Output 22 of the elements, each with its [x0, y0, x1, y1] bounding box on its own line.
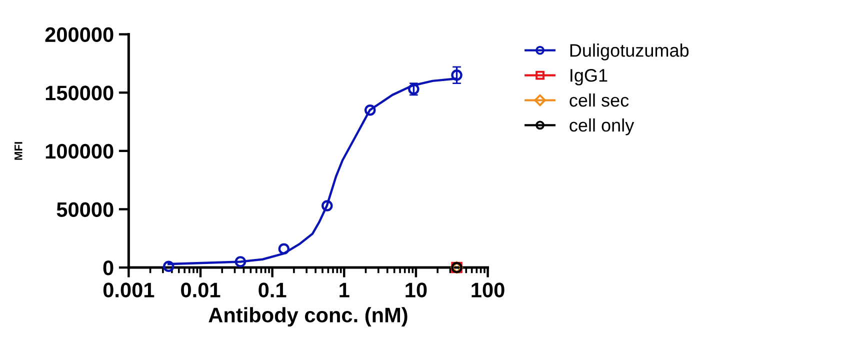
x-tick-label: 0.01: [181, 282, 220, 298]
x-tick-label: 1: [340, 282, 350, 298]
point: [278, 243, 290, 255]
legend-label: Duligotuzumab: [570, 44, 689, 60]
x-tick-label: 100: [472, 282, 504, 298]
legend-label: IgG1: [570, 68, 608, 86]
y-tick-label: 150000: [46, 86, 114, 100]
point: [322, 200, 333, 212]
legend-label: cell sec: [570, 93, 629, 107]
point: [364, 104, 376, 116]
y-tick-label: 0: [103, 260, 114, 276]
point: [451, 69, 462, 81]
x-tick-label: 0.001: [103, 282, 154, 298]
y-axis-title: MFI: [14, 142, 22, 160]
x-axis-title: Antibody conc. (nM): [208, 307, 408, 327]
y-tick-label: 50000: [56, 202, 114, 217]
y-tick-label: 100000: [46, 144, 114, 159]
legend-label: cell only: [570, 118, 634, 136]
point: [234, 256, 246, 268]
y-tick-label: 200000: [45, 27, 114, 42]
x-tick-label: 10: [406, 282, 427, 298]
x-tick-label: 0.1: [258, 282, 286, 298]
